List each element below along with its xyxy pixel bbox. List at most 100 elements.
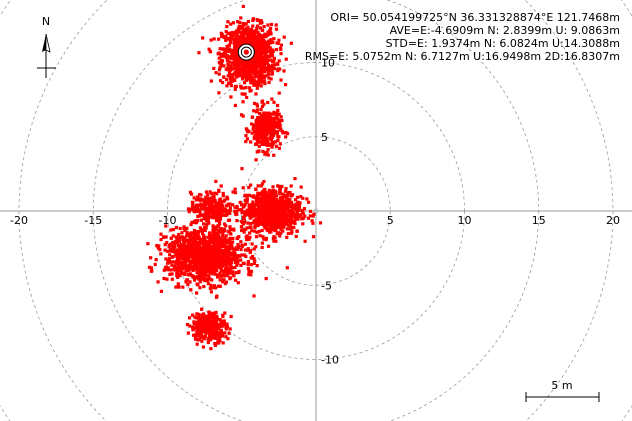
- data-point: [223, 331, 227, 335]
- data-point: [214, 225, 218, 229]
- data-point: [224, 30, 228, 34]
- data-point: [312, 212, 316, 216]
- data-point: [255, 202, 259, 206]
- data-point: [247, 272, 251, 277]
- data-point: [228, 38, 232, 42]
- data-point: [215, 326, 219, 330]
- data-point: [235, 263, 239, 267]
- data-point: [194, 267, 198, 271]
- data-point: [213, 215, 218, 219]
- data-point: [207, 203, 211, 207]
- info-panel: ORI= 50.054199725°N 36.331328874°E 121.7…: [305, 11, 620, 63]
- data-point: [216, 242, 220, 246]
- data-point: [214, 329, 218, 334]
- data-point: [264, 192, 268, 196]
- data-point: [217, 211, 221, 215]
- data-point: [191, 241, 195, 245]
- data-point: [279, 47, 283, 51]
- data-point: [268, 26, 273, 31]
- data-point: [252, 101, 257, 106]
- data-point: [262, 142, 266, 147]
- data-point: [166, 261, 170, 265]
- data-point: [197, 337, 201, 341]
- data-point: [287, 223, 291, 227]
- data-point: [236, 66, 240, 70]
- data-point: [311, 214, 315, 218]
- data-point: [260, 104, 265, 108]
- data-point: [233, 87, 237, 91]
- data-point: [255, 130, 259, 134]
- data-point: [209, 240, 213, 245]
- data-point: [274, 205, 278, 210]
- data-point: [201, 36, 205, 40]
- data-point: [279, 197, 283, 201]
- data-point: [185, 226, 189, 230]
- data-point: [265, 222, 270, 227]
- data-point: [206, 217, 210, 221]
- data-point: [215, 239, 219, 243]
- data-point: [171, 244, 175, 248]
- data-point: [215, 314, 219, 318]
- data-point: [247, 77, 252, 81]
- data-point: [188, 273, 192, 277]
- data-point: [281, 218, 285, 222]
- data-point: [253, 38, 258, 42]
- data-point: [288, 224, 293, 228]
- data-point: [225, 24, 229, 29]
- data-point: [233, 253, 237, 258]
- data-point: [242, 216, 246, 220]
- data-point: [211, 204, 215, 208]
- data-point: [279, 52, 283, 56]
- data-point: [194, 265, 198, 269]
- data-point: [176, 263, 180, 267]
- data-point: [276, 201, 280, 205]
- data-point: [190, 235, 194, 239]
- data-point: [218, 222, 222, 226]
- data-point: [211, 195, 215, 199]
- data-point: [216, 341, 220, 345]
- tick-labels: -20-15-10-55101520105-5-10: [10, 57, 620, 367]
- data-point: [264, 194, 268, 199]
- data-point: [178, 236, 182, 240]
- data-point: [195, 323, 199, 328]
- data-point: [242, 30, 246, 34]
- data-point: [248, 225, 252, 230]
- data-point: [236, 259, 240, 264]
- data-point: [269, 77, 273, 81]
- data-point: [240, 31, 244, 35]
- data-point: [230, 67, 234, 71]
- data-point: [226, 62, 230, 66]
- data-point: [276, 221, 280, 225]
- data-point: [277, 146, 282, 150]
- data-point: [263, 53, 267, 57]
- data-point: [277, 121, 282, 125]
- data-point: [248, 250, 252, 255]
- data-point: [215, 192, 219, 196]
- data-point: [268, 216, 272, 220]
- data-point: [222, 227, 226, 231]
- data-point: [275, 194, 279, 198]
- data-point: [228, 73, 232, 77]
- data-point: [255, 230, 259, 235]
- position-points: [146, 4, 323, 351]
- data-point: [290, 208, 294, 212]
- data-point: [176, 232, 181, 237]
- data-point: [269, 122, 273, 126]
- data-point: [259, 69, 264, 73]
- data-point: [285, 266, 289, 270]
- data-point: [237, 245, 241, 249]
- data-point: [263, 111, 267, 115]
- data-point: [252, 195, 256, 199]
- data-point: [244, 85, 248, 90]
- data-point: [242, 81, 247, 85]
- data-point: [192, 261, 196, 265]
- ave-text: AVE=E:-4.6909m N: 2.8399m U: 9.0863m: [390, 24, 620, 37]
- data-point: [258, 54, 262, 58]
- data-point: [228, 68, 233, 72]
- data-point: [216, 338, 220, 342]
- data-point: [258, 213, 262, 217]
- data-point: [266, 32, 270, 37]
- data-point: [212, 284, 217, 288]
- data-point: [295, 195, 300, 199]
- data-point: [282, 225, 286, 229]
